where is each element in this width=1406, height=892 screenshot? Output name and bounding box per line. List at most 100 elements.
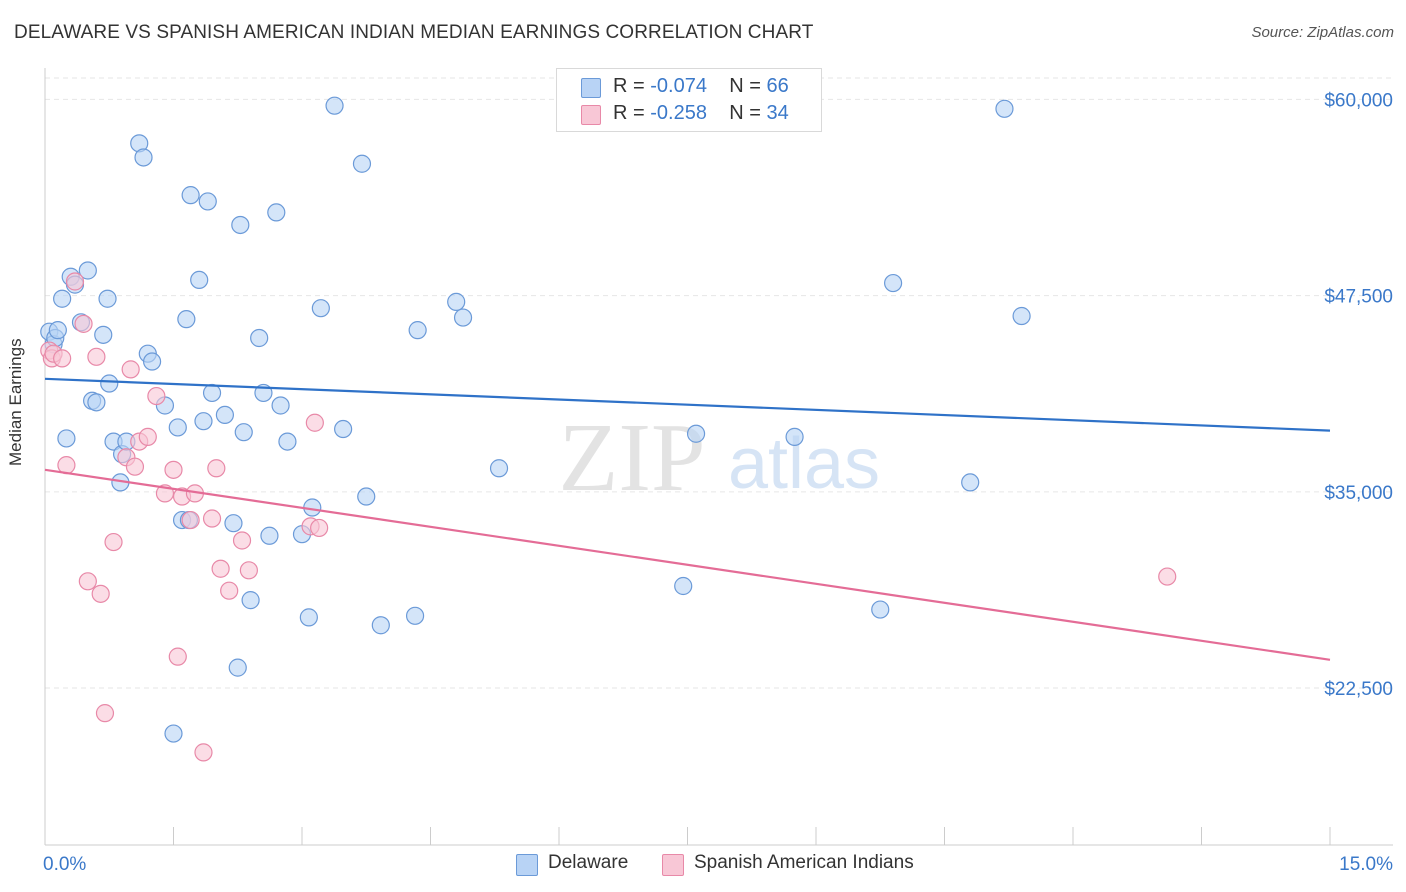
delaware-point-27	[177, 310, 196, 329]
delaware-point-38	[234, 423, 253, 442]
y-axis-label: Median Earnings	[6, 338, 25, 466]
delaware-legend-label: Delaware	[548, 852, 629, 873]
delaware-point-37	[231, 215, 250, 235]
delaware-point-54	[371, 616, 390, 635]
delaware-point-33	[202, 383, 222, 403]
spanish-legend-swatch	[662, 854, 684, 876]
delaware-point-61	[686, 424, 706, 443]
spanish-point-14	[125, 457, 145, 476]
trend-lines	[44, 377, 1331, 661]
spanish-point-7	[78, 572, 97, 591]
delaware-swatch	[581, 78, 601, 98]
delaware-legend-swatch	[516, 854, 538, 876]
spanish-point-16	[138, 427, 157, 446]
delaware-point-62	[785, 427, 804, 446]
spanish-point-8	[87, 347, 106, 366]
delaware-point-66	[995, 99, 1014, 118]
spanish-r-value: -0.258	[650, 102, 707, 124]
spanish-trend-line	[44, 468, 1331, 661]
delaware-point-52	[352, 154, 372, 173]
delaware-point-3	[48, 321, 67, 340]
delaware-point-49	[311, 299, 330, 318]
spanish-point-6	[74, 314, 93, 333]
spanish-point-28	[220, 581, 239, 600]
stats-legend: R = -0.074 N = 66 R = -0.258 N = 34	[556, 68, 822, 132]
spanish-point-32	[310, 518, 329, 538]
spanish-n-value: 34	[766, 102, 789, 124]
data-points	[40, 96, 1177, 762]
delaware-point-32	[198, 192, 217, 211]
spanish-point-33	[305, 413, 324, 432]
delaware-point-64	[883, 273, 903, 293]
delaware-point-67	[1012, 306, 1031, 326]
spanish-point-3	[53, 349, 72, 368]
delaware-point-22	[142, 352, 162, 371]
delaware-point-39	[241, 591, 260, 610]
delaware-point-12	[94, 325, 113, 344]
delaware-point-47	[299, 608, 318, 627]
delaware-point-63	[871, 600, 890, 619]
delaware-point-50	[325, 96, 344, 115]
delaware-n-value: 66	[766, 75, 789, 97]
chart-title: DELAWARE VS SPANISH AMERICAN INDIAN MEDI…	[14, 22, 814, 43]
delaware-point-36	[228, 658, 247, 677]
delaware-point-13	[98, 289, 117, 308]
delaware-point-43	[267, 203, 286, 222]
legend-delaware-text: R = -0.074 N = 66	[613, 75, 789, 97]
axes	[44, 68, 1393, 846]
spanish-point-9	[91, 584, 110, 603]
spanish-point-30	[239, 561, 258, 580]
spanish-point-26	[207, 459, 226, 478]
spanish-point-34	[1158, 567, 1177, 586]
delaware-point-58	[453, 308, 473, 327]
delaware-point-4	[53, 289, 72, 308]
delaware-point-57	[447, 292, 466, 311]
delaware-point-9	[78, 261, 97, 280]
tick-labels: $60,000 $47,500 $35,000 $22,500 0.0% 15.0%	[43, 90, 1393, 875]
delaware-point-53	[357, 487, 376, 506]
delaware-point-44	[271, 396, 290, 415]
spanish-point-20	[168, 647, 187, 666]
delaware-point-42	[260, 526, 279, 545]
legend-spanish-text: R = -0.258 N = 34	[613, 102, 789, 124]
delaware-point-11	[87, 393, 106, 412]
delaware-point-34	[215, 405, 234, 425]
spanish-point-11	[104, 532, 123, 552]
watermark: ZIP atlas	[559, 404, 881, 512]
spanish-swatch	[581, 105, 601, 125]
spanish-point-29	[232, 531, 252, 550]
y-tick-label-3: $22,500	[1324, 679, 1393, 700]
x-tick-label-1: 15.0%	[1339, 854, 1393, 875]
y-tick-label-0: $60,000	[1324, 90, 1393, 111]
watermark-zip: ZIP	[559, 404, 706, 512]
delaware-point-24	[164, 724, 183, 743]
delaware-point-59	[489, 459, 509, 478]
delaware-point-51	[334, 419, 353, 439]
spanish-legend-label: Spanish American Indians	[694, 852, 914, 873]
spanish-point-5	[65, 272, 85, 291]
delaware-point-55	[405, 606, 425, 625]
delaware-point-56	[408, 321, 427, 340]
spanish-point-13	[121, 360, 140, 379]
spanish-point-10	[95, 704, 115, 723]
source-credit: Source: ZipAtlas.com	[1251, 24, 1394, 41]
delaware-point-35	[224, 514, 243, 533]
delaware-point-29	[181, 186, 200, 205]
delaware-point-40	[250, 328, 269, 348]
delaware-point-65	[961, 473, 980, 492]
delaware-point-25	[168, 418, 187, 437]
x-tick-label-0: 0.0%	[43, 854, 86, 875]
spanish-point-24	[194, 743, 213, 762]
y-tick-label-1: $47,500	[1324, 287, 1393, 308]
spanish-point-25	[202, 509, 222, 528]
spanish-point-22	[181, 510, 200, 530]
delaware-point-5	[57, 429, 76, 448]
watermark-atlas: atlas	[728, 424, 880, 504]
spanish-point-17	[147, 386, 166, 406]
delaware-trend-line	[44, 377, 1331, 432]
y-tick-label-2: $35,000	[1324, 483, 1393, 504]
spanish-point-27	[211, 559, 230, 578]
delaware-point-30	[190, 270, 209, 290]
delaware-point-20	[134, 148, 153, 167]
